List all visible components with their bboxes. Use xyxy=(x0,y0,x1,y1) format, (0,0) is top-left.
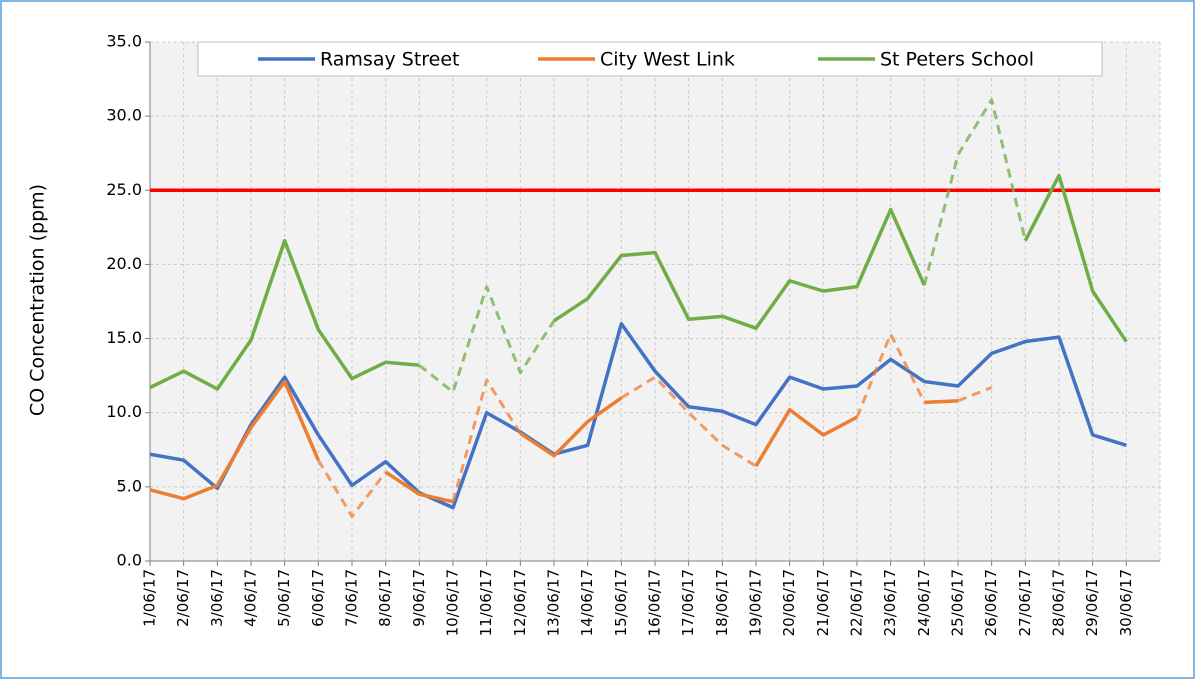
x-tick-label: 21/06/17 xyxy=(814,569,832,636)
x-tick-label: 17/06/17 xyxy=(679,569,697,636)
x-tick-label: 5/06/17 xyxy=(275,569,293,627)
x-tick-label: 15/06/17 xyxy=(612,569,630,636)
x-tick-label: 1/06/17 xyxy=(141,569,159,627)
series-line xyxy=(553,207,926,330)
y-tick-label: 15.0 xyxy=(106,328,142,347)
x-tick-label: 29/06/17 xyxy=(1083,569,1101,636)
y-tick-label: 25.0 xyxy=(106,180,142,199)
x-tick-label: 30/06/17 xyxy=(1117,569,1135,636)
x-tick-label: 26/06/17 xyxy=(982,569,1000,636)
x-tick-label: 24/06/17 xyxy=(915,569,933,636)
series-line-dashed xyxy=(957,386,993,403)
y-tick-label: 5.0 xyxy=(117,476,142,495)
x-tick-label: 16/06/17 xyxy=(646,569,664,636)
y-tick-label: 30.0 xyxy=(106,106,142,125)
x-tick-label: 10/06/17 xyxy=(444,569,462,636)
y-tick-label: 35.0 xyxy=(106,32,142,51)
x-tick-label: 27/06/17 xyxy=(1016,569,1034,636)
x-tick-label: 6/06/17 xyxy=(309,569,327,627)
x-tick-label: 25/06/17 xyxy=(949,569,967,636)
legend-label: City West Link xyxy=(600,49,735,71)
x-tick-label: 22/06/17 xyxy=(848,569,866,636)
x-tick-label: 8/06/17 xyxy=(376,569,394,627)
series-line xyxy=(924,399,959,405)
legend-label: St Peters School xyxy=(880,49,1034,71)
x-tick-label: 9/06/17 xyxy=(410,569,428,627)
x-tick-label: 20/06/17 xyxy=(780,569,798,636)
series-line xyxy=(519,396,623,458)
y-axis-title: CO Concentration (ppm) xyxy=(27,184,49,416)
series-line-dashed xyxy=(922,98,1027,286)
plot-area: 0.0 5.0 10.0 15.0 20.0 25.0 30.0 35.0 1/06/17 2/0… xyxy=(106,32,1161,636)
x-tick-label: 23/06/17 xyxy=(881,569,899,636)
x-tick-label: 13/06/17 xyxy=(545,569,563,636)
series-line-dashed xyxy=(451,378,522,503)
x-tick-label: 14/06/17 xyxy=(578,569,596,636)
series-line-dashed xyxy=(855,332,926,418)
legend-box xyxy=(197,41,1103,77)
x-tick-label: 18/06/17 xyxy=(713,569,731,636)
series-line xyxy=(754,407,858,467)
x-tick-label: 7/06/17 xyxy=(343,569,361,627)
series-line xyxy=(149,321,1127,510)
legend-label: Ramsay Street xyxy=(320,49,460,71)
x-tick-label: 11/06/17 xyxy=(477,569,495,636)
series-line xyxy=(149,238,420,391)
x-tick-label: 12/06/17 xyxy=(511,569,529,636)
y-tick-label: 20.0 xyxy=(106,254,142,273)
series-line-dashed xyxy=(418,285,556,394)
x-tick-label: 28/06/17 xyxy=(1050,569,1068,636)
series-line xyxy=(1023,173,1128,343)
series-line xyxy=(384,470,454,504)
x-tick-label: 19/06/17 xyxy=(747,569,765,636)
y-tick-label: 10.0 xyxy=(106,402,142,421)
series-line-dashed xyxy=(317,459,387,519)
x-tick-label: 4/06/17 xyxy=(242,569,260,627)
x-tick-label: 2/06/17 xyxy=(174,569,192,627)
y-tick-label: 0.0 xyxy=(117,551,142,570)
x-tick-label: 3/06/17 xyxy=(208,569,226,627)
series-line xyxy=(149,379,320,501)
